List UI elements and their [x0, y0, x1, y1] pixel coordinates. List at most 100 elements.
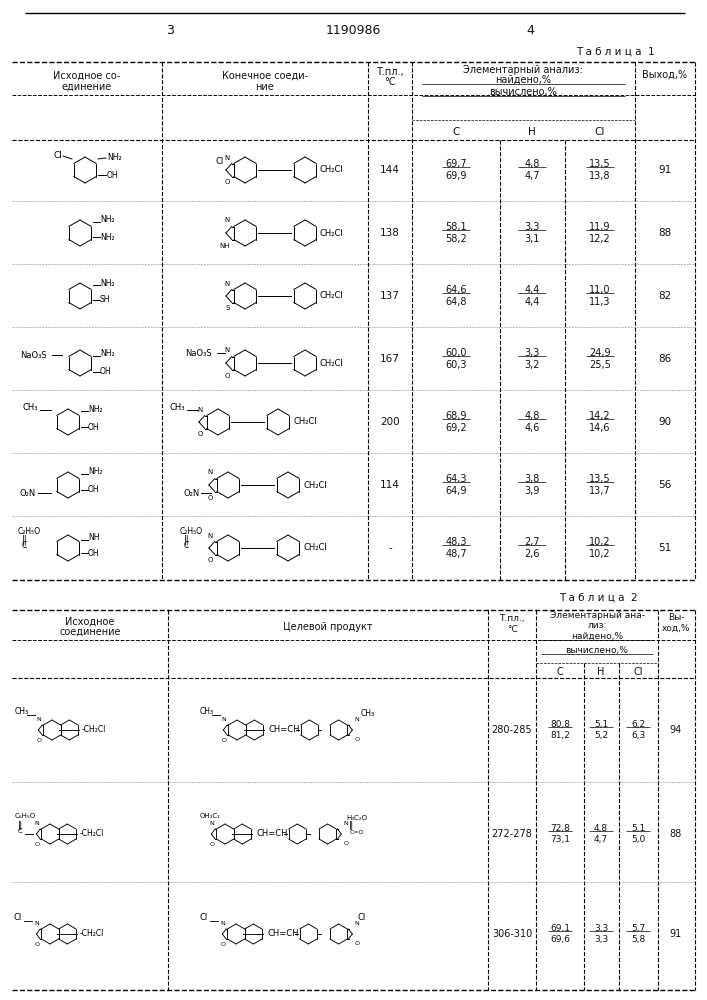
Text: 1190986: 1190986 [325, 23, 380, 36]
Text: 4: 4 [526, 23, 534, 36]
Text: N: N [221, 921, 225, 926]
Text: 82: 82 [658, 291, 672, 301]
Text: N: N [225, 154, 230, 160]
Text: 5,7
5,8: 5,7 5,8 [631, 924, 645, 944]
Text: CH₃: CH₃ [23, 403, 38, 412]
Text: 94: 94 [670, 725, 682, 735]
Text: вычислено,%: вычислено,% [566, 646, 629, 654]
Text: CH₃: CH₃ [361, 710, 375, 718]
Text: O₂N: O₂N [183, 488, 199, 497]
Text: Н: Н [528, 127, 536, 137]
Text: N: N [208, 532, 213, 538]
Text: O: O [34, 842, 39, 847]
Text: N: N [36, 717, 41, 722]
Text: Элементарный анализ:: Элементарный анализ: [463, 65, 583, 75]
Text: NH₂: NH₂ [100, 232, 115, 241]
Text: CH₃: CH₃ [170, 403, 185, 412]
Text: N: N [197, 406, 203, 412]
Text: 11,0
11,3: 11,0 11,3 [589, 285, 611, 307]
Text: N: N [344, 821, 348, 826]
Text: Конечное соеди-: Конечное соеди- [222, 71, 308, 81]
Text: CH₂Cl: CH₂Cl [303, 544, 327, 552]
Text: O: O [354, 941, 359, 946]
Text: S: S [226, 306, 230, 312]
Text: 24,9
25,5: 24,9 25,5 [589, 348, 611, 370]
Text: Cl: Cl [633, 667, 643, 677]
Text: O₂N: O₂N [20, 488, 36, 497]
Text: CH₂Cl: CH₂Cl [320, 359, 344, 367]
Text: 58,1
58,2: 58,1 58,2 [445, 222, 467, 244]
Text: O: O [207, 494, 213, 500]
Text: Н: Н [597, 667, 604, 677]
Text: CH₂Cl: CH₂Cl [293, 418, 317, 426]
Text: 3: 3 [166, 23, 174, 36]
Text: O: O [34, 942, 39, 947]
Text: °С: °С [384, 77, 396, 87]
Text: CH₃: CH₃ [200, 708, 214, 716]
Text: 88: 88 [670, 829, 682, 839]
Text: CH₂Cl: CH₂Cl [320, 292, 344, 300]
Text: С: С [452, 127, 460, 137]
Text: Выход,%: Выход,% [643, 70, 688, 80]
Text: C₂H₅O: C₂H₅O [180, 528, 203, 536]
Text: Cl: Cl [14, 914, 22, 922]
Text: NH₂: NH₂ [100, 278, 115, 288]
Text: NH₂: NH₂ [88, 468, 103, 477]
Text: O: O [224, 372, 230, 378]
Text: ‖: ‖ [184, 535, 189, 545]
Text: 69,1
69,6: 69,1 69,6 [550, 924, 570, 944]
Text: 6,2
6,3: 6,2 6,3 [631, 720, 645, 740]
Text: соединение: соединение [59, 627, 121, 637]
Text: NH: NH [88, 534, 100, 542]
Text: C₆H₅O: C₆H₅O [15, 813, 36, 819]
Text: O: O [221, 738, 226, 743]
Text: CH₂Cl: CH₂Cl [320, 229, 344, 237]
Text: NaO₃S: NaO₃S [20, 351, 47, 360]
Text: NH: NH [219, 242, 230, 248]
Text: -: - [388, 543, 392, 553]
Text: ход,%: ход,% [662, 624, 690, 633]
Text: O: O [209, 842, 214, 847]
Text: Исходное со-: Исходное со- [53, 71, 121, 81]
Text: OH: OH [88, 486, 100, 494]
Text: 200: 200 [380, 417, 400, 427]
Text: 4,8
4,6: 4,8 4,6 [525, 411, 539, 433]
Text: 3,3
3,3: 3,3 3,3 [594, 924, 608, 944]
Text: 4,4
4,4: 4,4 4,4 [525, 285, 539, 307]
Text: CH=CH: CH=CH [257, 830, 288, 838]
Text: 64,6
64,8: 64,6 64,8 [445, 285, 467, 307]
Text: 4,8
4,7: 4,8 4,7 [525, 159, 539, 181]
Text: 272-278: 272-278 [491, 829, 532, 839]
Text: C₂H₅O: C₂H₅O [18, 528, 41, 536]
Text: 56: 56 [658, 480, 672, 490]
Text: NH₂: NH₂ [100, 216, 115, 225]
Text: 90: 90 [658, 417, 672, 427]
Text: Т.пл.,: Т.пл., [376, 67, 404, 77]
Text: Т а б л и ц а  1: Т а б л и ц а 1 [575, 47, 654, 57]
Text: лиз:: лиз: [588, 620, 607, 630]
Text: ние: ние [256, 82, 274, 92]
Text: Целевой продукт: Целевой продукт [284, 622, 373, 632]
Text: N: N [225, 218, 230, 224]
Text: 72,8
73,1: 72,8 73,1 [550, 824, 570, 844]
Text: Cl: Cl [53, 151, 62, 160]
Text: C: C [184, 542, 189, 550]
Text: CH₃: CH₃ [15, 708, 29, 716]
Text: CH=CH: CH=CH [267, 930, 299, 938]
Text: ‖: ‖ [18, 820, 22, 830]
Text: N: N [354, 717, 359, 722]
Text: Т.пл.,: Т.пл., [499, 614, 525, 624]
Text: 3,3
3,2: 3,3 3,2 [525, 348, 539, 370]
Text: -CH₂Cl: -CH₂Cl [81, 726, 105, 734]
Text: C: C [22, 542, 28, 550]
Text: 13,5
13,8: 13,5 13,8 [589, 159, 611, 181]
Text: 114: 114 [380, 480, 400, 490]
Text: 4,8
4,7: 4,8 4,7 [594, 824, 608, 844]
Text: N: N [221, 717, 226, 722]
Text: Т а б л и ц а  2: Т а б л и ц а 2 [559, 593, 637, 603]
Text: N: N [225, 280, 230, 286]
Text: C=O: C=O [349, 830, 364, 834]
Text: Исходное: Исходное [65, 617, 115, 627]
Text: O: O [197, 432, 203, 438]
Text: С: С [556, 667, 563, 677]
